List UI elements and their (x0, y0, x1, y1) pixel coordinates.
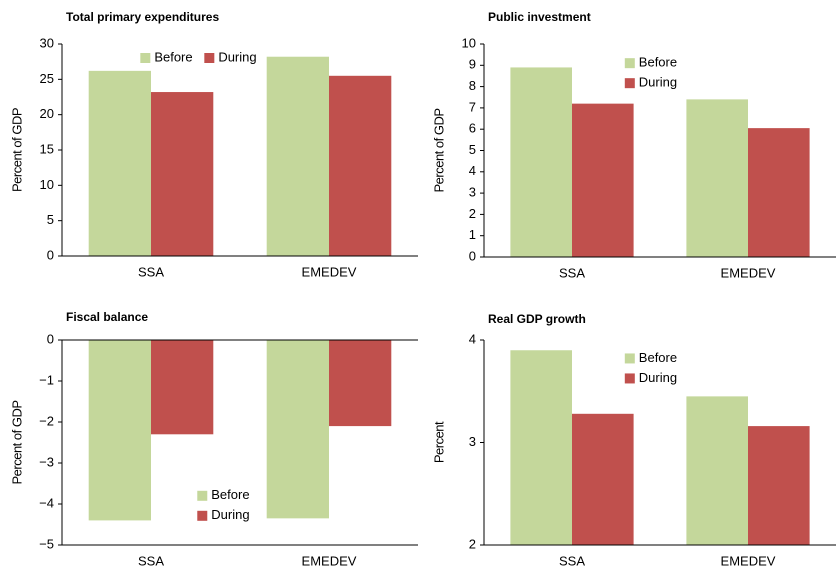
x-tick-label: EMEDEV (721, 553, 776, 568)
y-tick-label: 20 (40, 106, 54, 121)
x-tick-label: EMEDEV (302, 553, 357, 568)
y-tick-label: −3 (39, 454, 54, 469)
legend-swatch (624, 373, 635, 384)
x-tick-label: SSA (559, 265, 585, 280)
y-tick-label: 7 (469, 99, 476, 114)
y-tick-label: 15 (40, 141, 54, 156)
bar (686, 396, 748, 545)
bar (572, 413, 634, 545)
y-tick-label: −5 (39, 536, 54, 551)
legend-swatch (197, 510, 208, 521)
legend-label: Before (211, 487, 249, 502)
legend-label: Before (639, 55, 677, 70)
bar (329, 340, 392, 427)
y-axis-label: Percent of GDP (9, 400, 24, 484)
y-tick-label: 9 (469, 57, 476, 72)
chart-title: Real GDP growth (488, 312, 586, 326)
bar (510, 350, 572, 545)
bar (748, 128, 810, 257)
y-tick-label: 30 (40, 35, 54, 50)
chart-title: Fiscal balance (66, 310, 148, 324)
chart-title: Public investment (488, 10, 591, 24)
x-tick-label: SSA (138, 264, 164, 279)
x-tick-label: EMEDEV (302, 264, 357, 279)
y-tick-label: 5 (469, 142, 476, 157)
y-tick-label: 0 (47, 331, 54, 346)
legend-swatch (140, 53, 151, 63)
bar (686, 99, 748, 257)
y-tick-label: 4 (469, 331, 476, 346)
y-tick-label: 3 (469, 185, 476, 200)
legend-label: Before (154, 49, 192, 64)
y-tick-label: −1 (39, 372, 54, 387)
y-tick-label: 8 (469, 78, 476, 93)
y-tick-label: 3 (469, 434, 476, 449)
x-tick-label: EMEDEV (721, 265, 776, 280)
y-tick-label: −4 (39, 495, 54, 510)
y-tick-label: 10 (462, 35, 476, 50)
y-tick-label: 6 (469, 121, 476, 136)
y-tick-label: 2 (469, 536, 476, 551)
y-axis-label: Percent (431, 421, 446, 463)
legend-swatch (624, 353, 635, 364)
legend-label: During (639, 75, 677, 90)
x-tick-label: SSA (138, 553, 164, 568)
y-tick-label: 0 (47, 247, 54, 262)
y-tick-label: 2 (469, 206, 476, 221)
y-tick-label: 4 (469, 163, 476, 178)
bar (266, 56, 329, 256)
bar (329, 75, 392, 256)
bar (266, 340, 329, 519)
legend-swatch (624, 78, 635, 89)
bar (572, 103, 634, 257)
y-tick-label: 1 (469, 227, 476, 242)
chart-title: Total primary expenditures (66, 10, 219, 24)
bar (88, 340, 151, 521)
x-tick-label: SSA (559, 553, 585, 568)
legend-label: During (639, 370, 677, 385)
bar (151, 340, 214, 435)
legend-label: During (211, 507, 249, 522)
y-axis-label: Percent of GDP (9, 108, 24, 192)
legend-swatch (197, 490, 208, 501)
y-axis-label: Percent of GDP (431, 108, 446, 192)
legend-swatch (204, 53, 215, 63)
y-tick-label: 5 (47, 212, 54, 227)
legend-swatch (624, 58, 635, 69)
y-tick-label: 10 (40, 177, 54, 192)
legend-label: During (218, 49, 256, 64)
bar (88, 70, 151, 256)
bar (151, 92, 214, 256)
legend-label: Before (639, 350, 677, 365)
bar (748, 426, 810, 545)
y-tick-label: 25 (40, 71, 54, 86)
y-tick-label: −2 (39, 413, 54, 428)
bar (510, 67, 572, 258)
y-tick-label: 0 (469, 248, 476, 263)
